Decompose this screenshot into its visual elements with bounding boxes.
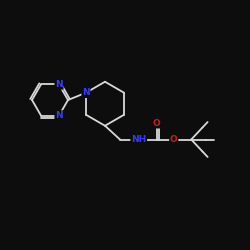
Text: N: N <box>82 88 90 97</box>
Text: N: N <box>55 80 63 89</box>
Text: O: O <box>170 135 177 144</box>
Text: NH: NH <box>131 135 146 144</box>
Text: O: O <box>153 119 160 128</box>
Text: N: N <box>55 111 63 120</box>
